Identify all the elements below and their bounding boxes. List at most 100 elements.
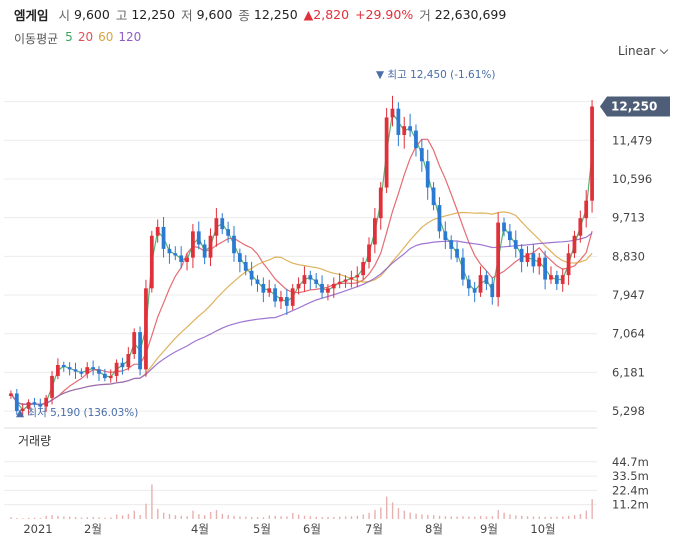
volume-bar [474, 516, 476, 519]
candle-body [67, 367, 72, 370]
candle-body [196, 231, 201, 245]
candle-body [502, 222, 506, 232]
price-tick-label: 7,064 [612, 327, 645, 341]
volume-bar [33, 517, 36, 519]
candle-body [343, 279, 348, 282]
candle-body [425, 161, 430, 188]
candle-body [249, 270, 254, 280]
volume-bar [127, 513, 130, 519]
volume-bar [115, 514, 118, 519]
ma-60-line [10, 211, 593, 406]
candle-body [243, 262, 248, 271]
volume-bar [497, 510, 499, 519]
candle-body [484, 275, 489, 284]
volume-bar [63, 516, 65, 519]
volume-bar [315, 516, 317, 519]
candle-body [554, 275, 559, 284]
candle-body [508, 231, 512, 241]
candle-body [56, 364, 60, 376]
volume-bar [585, 510, 587, 519]
candle-body [97, 369, 101, 374]
high-value: 12,250 [131, 6, 176, 22]
candle-body [202, 244, 207, 258]
candle-body [32, 402, 37, 405]
candle-body [14, 393, 19, 411]
volume-bar [368, 512, 370, 519]
volume-bar [27, 517, 30, 519]
volume-bar [16, 517, 18, 519]
volume-bar [145, 503, 147, 519]
volume-bar [403, 510, 406, 519]
candle-body [20, 408, 25, 411]
volume-bar [380, 507, 382, 519]
candle-body [584, 200, 589, 219]
x-tick-label: 4월 [191, 522, 209, 536]
volume-bar [45, 515, 47, 519]
volume-bar [362, 514, 364, 519]
candle-body [437, 205, 442, 232]
candle-body [419, 148, 424, 162]
volume-panel-title: 거래량 [18, 434, 51, 448]
candle-body [50, 375, 54, 398]
candle-body [191, 231, 195, 258]
candle-body [61, 364, 66, 368]
price-axis: 12,25011,47910,5969,7138,8307,9477,0646,… [612, 95, 652, 418]
candle-body [296, 283, 301, 289]
low-label: 저 [181, 7, 193, 23]
candle-body [396, 108, 401, 135]
volume-bar [139, 515, 141, 519]
x-tick-label: 10월 [530, 522, 555, 536]
volume-bars [10, 484, 593, 519]
candle-body [73, 369, 78, 372]
candle-body [525, 253, 530, 263]
candle-body [226, 229, 231, 236]
volume-bar [468, 516, 470, 519]
volume-bar [286, 516, 288, 519]
volume-bar [462, 516, 464, 519]
volume-label: 거 [419, 7, 431, 23]
volume-bar [491, 516, 494, 519]
moving-average-legend[interactable]: 이동평균 5 20 60 120 [14, 30, 141, 47]
candle-body [108, 375, 113, 379]
volume-bar [245, 516, 247, 519]
price-markers: ▼ 최고 12,450 (-1.61%) ▲ 최저 5,190 (136.03%)… [16, 69, 670, 419]
stock-name[interactable]: 엠게임 [14, 7, 49, 23]
volume-bar [444, 516, 447, 519]
moving-average-lines [10, 111, 593, 411]
scale-mode-dropdown[interactable]: Linear [618, 44, 669, 58]
volume-bar [274, 515, 276, 519]
candle-body [590, 106, 594, 201]
candle-body [132, 332, 137, 355]
candle-body [519, 248, 524, 263]
candle-body [326, 288, 330, 293]
volume-bar [57, 515, 59, 519]
volume-bar [456, 516, 458, 519]
volume-bar [344, 516, 347, 519]
candlestick-series [9, 95, 594, 417]
candle-body [91, 367, 95, 370]
candle-body [208, 235, 213, 258]
x-tick-label: 7월 [365, 522, 383, 536]
candle-body [543, 257, 547, 280]
candle-body [566, 253, 571, 276]
candle-body [267, 288, 272, 293]
price-tick-label: 9,713 [612, 211, 645, 225]
x-tick-label: 2021 [23, 522, 52, 536]
volume-bar [397, 508, 400, 519]
volume-bar [174, 515, 177, 519]
volume-bar [562, 516, 564, 519]
close-value: 12,250 [253, 6, 298, 22]
volume-bar [209, 511, 212, 519]
volume-bar [538, 516, 541, 519]
volume-bar [526, 516, 529, 519]
volume-bar [157, 508, 159, 519]
volume-bar [515, 515, 517, 519]
volume-bar [168, 513, 171, 519]
price-tick-label: 5,298 [612, 404, 645, 418]
volume-grid [4, 461, 597, 506]
ma-60-label: 60 [98, 30, 114, 44]
current-price-tag [600, 96, 670, 117]
price-tick-label: 8,830 [612, 249, 645, 263]
